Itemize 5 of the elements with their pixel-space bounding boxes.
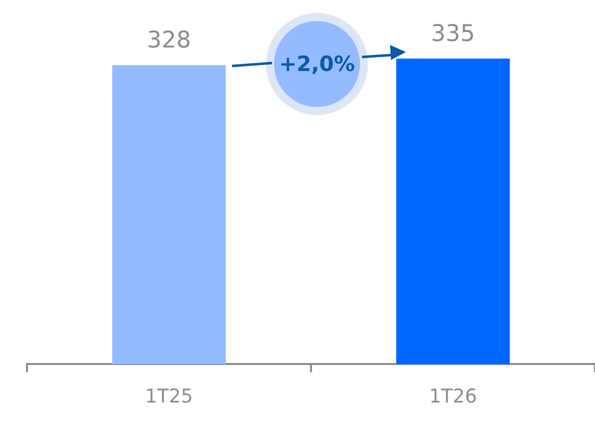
x-tick-label: 1T26 xyxy=(429,386,477,408)
annotation: +2,0% xyxy=(278,52,356,76)
data-label: 328 xyxy=(147,28,191,54)
x-tick-label: 1T25 xyxy=(145,386,193,408)
data-label: 335 xyxy=(431,21,475,48)
